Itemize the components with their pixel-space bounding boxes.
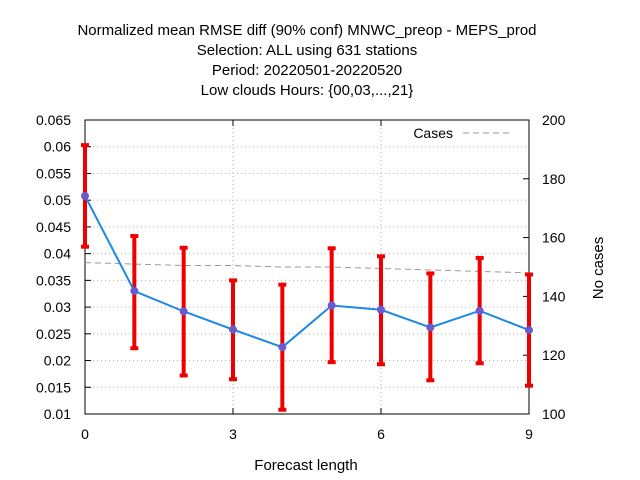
y-tick-label: 0.01 [44, 406, 71, 422]
title-line-1: Normalized mean RMSE diff (90% conf) MNW… [77, 22, 536, 39]
data-point [377, 305, 385, 314]
y-tick-label: 0.015 [36, 379, 71, 395]
data-point [426, 323, 435, 332]
y2-tick-label: 160 [542, 230, 566, 246]
y-tick-label: 0.055 [36, 165, 71, 181]
title-line-4: Low clouds Hours: {00,03,...,21} [201, 82, 414, 99]
x-tick-label: 0 [81, 426, 89, 442]
cases-line [84, 262, 530, 274]
plot-frame [84, 119, 530, 415]
y2-tick-label: 100 [542, 406, 566, 422]
legend: Cases [413, 125, 513, 141]
axis-ticks: 0 3 6 9 0.01 0.015 0.02 0.025 0.03 0.035 0.04 0.045… [36, 112, 566, 442]
y-tick-label: 0.045 [36, 219, 71, 235]
y2-axis-label: No cases [590, 237, 607, 300]
data-point [229, 325, 237, 334]
x-tick-label: 3 [229, 426, 237, 442]
x-tick-label: 6 [377, 426, 385, 442]
title-line-3: Period: 20220501-20220520 [212, 62, 402, 79]
y2-tick-label: 140 [542, 288, 566, 304]
y-tick-label: 0.02 [44, 353, 71, 369]
data-point [179, 307, 188, 316]
data-point [475, 306, 484, 315]
y-tick-label: 0.06 [44, 139, 71, 155]
data-point [278, 343, 287, 352]
y-tick-label: 0.05 [44, 192, 71, 208]
rmse-series [81, 191, 533, 352]
data-point [327, 301, 336, 310]
y-tick-label: 0.035 [36, 272, 71, 288]
legend-label-cases: Cases [413, 125, 453, 141]
y-tick-label: 0.04 [44, 246, 71, 262]
data-point [81, 191, 89, 200]
chart-title: Normalized mean RMSE diff (90% conf) MNW… [77, 22, 536, 99]
y-tick-label: 0.065 [36, 112, 71, 128]
cases-series [84, 262, 530, 274]
data-point [525, 326, 533, 335]
rmse-line [84, 195, 530, 349]
error-bars [81, 143, 533, 412]
y2-tick-label: 120 [542, 347, 566, 363]
x-tick-label: 9 [525, 426, 533, 442]
data-point [130, 287, 139, 296]
y2-tick-label: 180 [542, 171, 566, 187]
y-tick-label: 0.025 [36, 326, 71, 342]
title-line-2: Selection: ALL using 631 stations [197, 42, 417, 59]
y-tick-label: 0.03 [44, 299, 71, 315]
y2-tick-label: 200 [542, 112, 566, 128]
x-axis-label: Forecast length [254, 457, 357, 474]
